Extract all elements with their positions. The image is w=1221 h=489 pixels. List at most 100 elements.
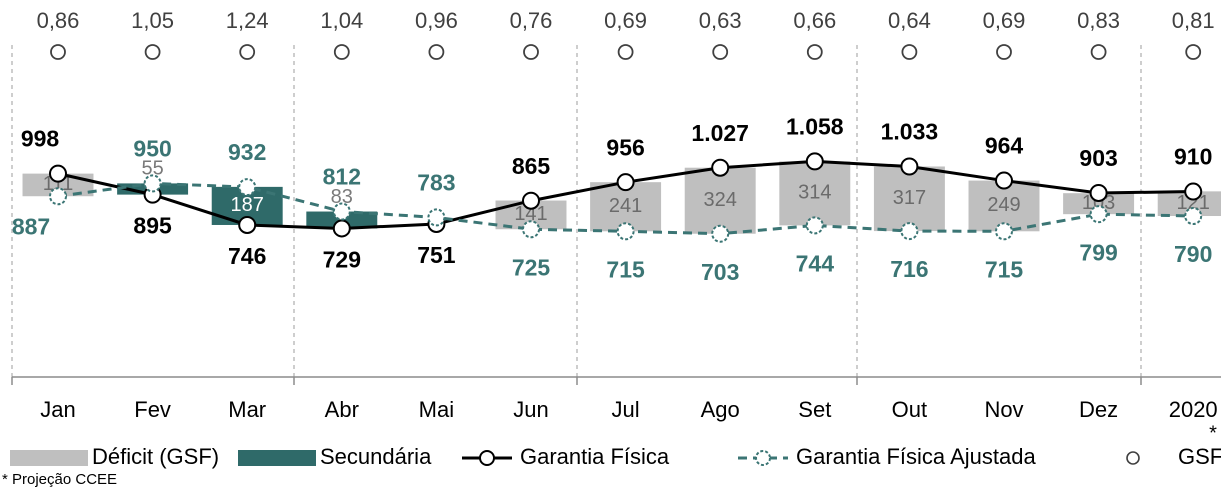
legend-swatch (755, 450, 771, 466)
line-label: 932 (228, 139, 266, 165)
x-tick-label: Abr (325, 397, 359, 422)
gsf-marker (712, 44, 729, 60)
line-marker (238, 215, 257, 234)
line-marker (143, 174, 162, 193)
gsf-marker (901, 44, 918, 60)
bar (873, 166, 945, 232)
gsf-label: 0,76 (510, 8, 553, 33)
gsf-marker (144, 44, 161, 60)
gsf-marker (617, 44, 634, 60)
line-label: 910 (1174, 144, 1212, 170)
footnote: * Projeção CCEE (2, 471, 117, 488)
x-tick-label: Mar (228, 397, 266, 422)
line-label: 746 (228, 243, 266, 269)
gsf-label: 0,69 (604, 8, 647, 33)
line-marker (995, 222, 1013, 241)
gsf-label: 0,81 (1172, 8, 1215, 33)
gsf-marker (50, 44, 66, 60)
line-label: 895 (133, 213, 172, 239)
line-marker (805, 216, 824, 235)
x-tick-label: Ago (701, 397, 740, 422)
gsf-marker (333, 44, 350, 60)
gsf-label: 1,24 (226, 8, 269, 33)
line-marker (427, 208, 446, 227)
bar-label: 103 (1082, 192, 1115, 214)
line-marker (1184, 182, 1203, 201)
legend-label: Déficit (GSF) (92, 444, 219, 469)
gsf-marker (523, 44, 539, 60)
bar (1063, 193, 1135, 215)
category-note: * (1209, 422, 1217, 444)
line-label: 716 (890, 256, 928, 282)
line-label: 1.027 (691, 120, 749, 146)
line-marker (1089, 183, 1108, 202)
x-tick-label: Nov (984, 397, 1023, 422)
bar-label: 317 (893, 187, 926, 209)
gsf-label: 0,86 (37, 8, 80, 33)
line-marker (1184, 207, 1203, 226)
line-marker (1089, 205, 1108, 224)
line-marker (900, 222, 919, 241)
line-marker (805, 152, 824, 171)
gsf-label: 0,69 (983, 8, 1026, 33)
bar-label: 121 (1177, 192, 1210, 214)
line-marker (332, 202, 351, 221)
bar-label: 141 (514, 203, 547, 225)
bar-label: 241 (609, 195, 642, 217)
legend-label: GSF (1178, 444, 1221, 469)
bar-label: 314 (798, 182, 831, 204)
gsf-label: 0,83 (1077, 8, 1120, 33)
bar-label: 111 (43, 173, 73, 195)
bar-label: 55 (141, 158, 163, 180)
line-label: 751 (417, 242, 456, 268)
line-marker (616, 173, 635, 192)
gsf-marker (806, 44, 823, 60)
legend-swatch (10, 450, 88, 466)
gsf-label: 0,63 (699, 8, 742, 33)
line-label: 744 (796, 250, 835, 276)
line-label: 950 (133, 135, 171, 161)
line-marker (711, 224, 730, 243)
x-tick-label: Mai (419, 397, 454, 422)
gsf-marker (239, 44, 256, 60)
x-tick-label: 2020 (1169, 397, 1218, 422)
x-tick-label: Jul (612, 397, 640, 422)
line-label: 1.033 (881, 119, 939, 145)
x-tick-label: Fev (134, 397, 171, 422)
x-tick-label: Set (798, 397, 831, 422)
bar-label: 249 (987, 194, 1020, 216)
bar-label: 187 (231, 194, 264, 216)
bar-label: 324 (704, 189, 737, 211)
line-label: 729 (323, 247, 361, 273)
bar (22, 173, 94, 197)
x-tick-label: Jun (513, 397, 548, 422)
line-marker (995, 171, 1013, 190)
line-marker (616, 222, 635, 241)
legend-swatch (238, 450, 316, 466)
gsf-label: 1,05 (131, 8, 174, 33)
line-label: 790 (1174, 241, 1212, 267)
axis-ticks (11, 377, 1142, 385)
line-marker (711, 158, 730, 177)
gsf-label: 1,04 (320, 8, 363, 33)
gsf-marker (1185, 44, 1202, 60)
legend-swatch (479, 450, 495, 466)
bar (684, 167, 756, 234)
line-label: 1.058 (786, 113, 844, 139)
legend-label: Garantia Física Ajustada (796, 444, 1036, 469)
line-marker (49, 164, 67, 183)
gsf-marker (996, 44, 1012, 60)
x-tick-label: Dez (1079, 397, 1118, 422)
line-marker (522, 191, 540, 210)
line-label: 703 (701, 259, 739, 285)
legend-swatch (1126, 451, 1140, 465)
line-label: 865 (512, 153, 551, 179)
line-label: 715 (606, 256, 645, 282)
line-label: 799 (1079, 239, 1117, 265)
line-label: 887 (12, 213, 50, 239)
bar (779, 161, 851, 226)
line-marker (900, 157, 919, 176)
line-marker (522, 220, 540, 239)
legend-label: Secundária (320, 444, 432, 469)
